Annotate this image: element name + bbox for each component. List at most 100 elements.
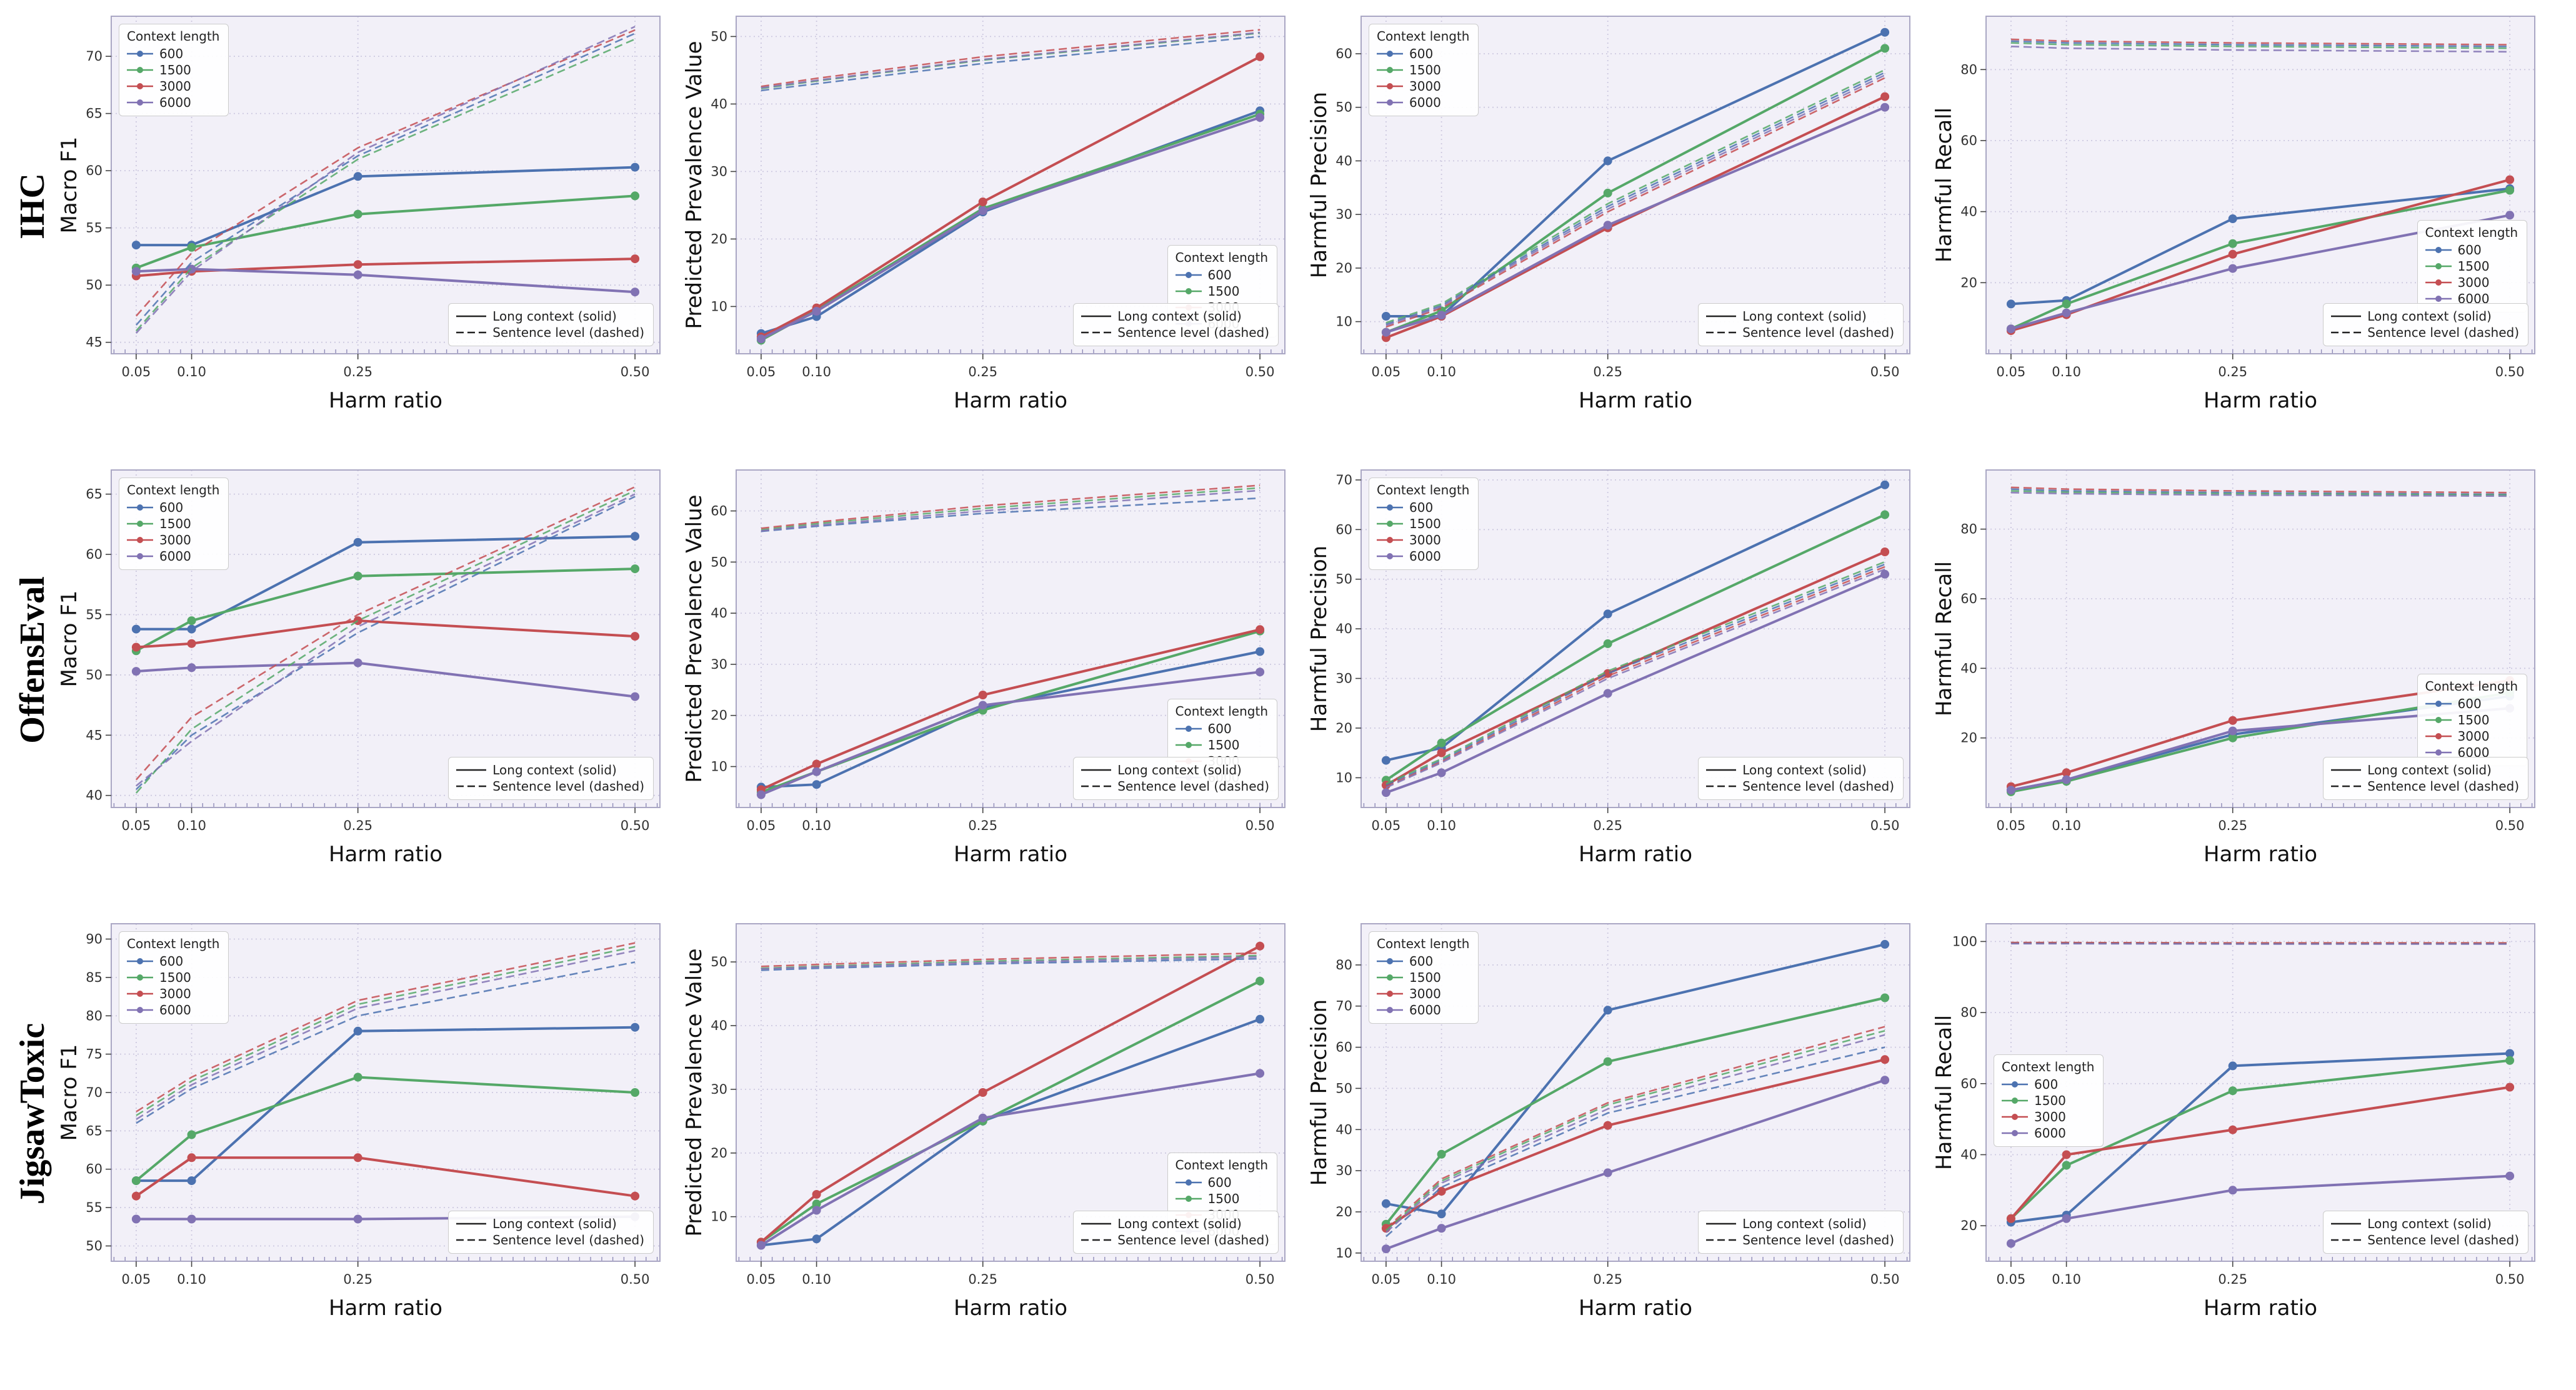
x-tick-label: 0.05 xyxy=(747,1272,776,1287)
legend-item-1500: 1500 xyxy=(126,62,219,78)
y-tick-label: 20 xyxy=(711,708,727,723)
legend-item-3000: 3000 xyxy=(2424,274,2518,291)
legend-label-style-0: Long context (solid) xyxy=(1117,308,1242,324)
legend-swatch-600-icon xyxy=(1377,504,1403,511)
series-marker-6000 xyxy=(1381,1244,1390,1254)
chart-offenseval-macro-f1: 0.05 0.10 0.25 0.50 40 45 50 55 60 65 Harm ratio Ma… xyxy=(59,460,684,910)
series-marker-1500 xyxy=(2062,1161,2071,1170)
line-style-legend: Long context (solid) Sentence level (dash… xyxy=(2323,303,2529,346)
plot-svg: 0.05 0.10 0.25 0.50 10 20 30 40 50 60 Harm ratio Ha… xyxy=(1309,16,1910,413)
series-line-600-dashed xyxy=(1385,1046,1885,1238)
dashed-line-swatch-icon xyxy=(2331,785,2362,788)
plot-spine xyxy=(111,469,661,808)
context-legend-title: Context length xyxy=(2425,225,2518,240)
legend-swatch-1500-icon xyxy=(127,67,153,73)
series-marker-1500 xyxy=(187,242,196,252)
legend-label-1500: 1500 xyxy=(159,516,191,531)
legend-item-1500: 1500 xyxy=(126,516,219,532)
legend-swatch-3000-icon xyxy=(127,83,153,89)
x-axis-label: Harm ratio xyxy=(954,842,1067,867)
legend-label-1500: 1500 xyxy=(159,62,191,78)
y-tick-label: 70 xyxy=(86,1085,102,1100)
legend-swatch-600-icon xyxy=(2425,247,2452,253)
series-line-3000-dashed xyxy=(2010,38,2510,46)
x-tick-label: 0.25 xyxy=(2218,364,2247,379)
series-line-600-solid xyxy=(136,535,636,631)
y-tick-label: 50 xyxy=(711,954,727,969)
chart-ihc-predicted-prevalence: 0.05 0.10 0.25 0.50 10 20 30 40 50 Harm ratio Pred… xyxy=(684,6,1309,456)
legend-item-600: 600 xyxy=(2000,1076,2094,1092)
legend-swatch-6000-icon xyxy=(2002,1130,2028,1136)
y-tick-label: 30 xyxy=(1335,671,1352,686)
series-line-6000-dashed xyxy=(1385,1034,1885,1233)
series-marker-3000 xyxy=(978,691,987,699)
y-tick-label: 30 xyxy=(711,657,727,672)
x-tick-label: 0.10 xyxy=(177,364,206,379)
legend-label-3000: 3000 xyxy=(1409,986,1441,1001)
series-marker-6000 xyxy=(1256,668,1265,677)
y-axis-label: Harmful Precision xyxy=(1309,92,1332,278)
series-line-3000-dashed xyxy=(2010,941,2510,944)
series-line-1500-dashed xyxy=(761,487,1261,531)
series-marker-600 xyxy=(1603,609,1612,619)
legend-item-600: 600 xyxy=(1375,953,1469,969)
series-marker-6000 xyxy=(812,767,821,776)
plot-spine xyxy=(1985,16,2535,354)
series-line-600-solid xyxy=(761,1018,1261,1247)
series-marker-3000 xyxy=(1603,1121,1612,1130)
series-marker-1500 xyxy=(2505,186,2515,195)
legend-swatch-600-icon xyxy=(2002,1081,2028,1088)
x-tick-label: 0.25 xyxy=(1593,364,1622,379)
chart-offenseval-predicted-prevalence: 0.05 0.10 0.25 0.50 10 20 30 40 50 60 Harm ratio Pr… xyxy=(684,460,1309,910)
y-tick-label: 80 xyxy=(86,1008,102,1023)
solid-line-swatch-icon xyxy=(456,1222,487,1225)
legend-swatch-3000-icon xyxy=(2425,279,2452,286)
series-line-3000-solid xyxy=(1385,1058,1885,1229)
legend-item-long-context: Long context (solid) xyxy=(1080,1216,1269,1232)
x-tick-label: 0.50 xyxy=(1870,1272,1900,1287)
series-marker-600 xyxy=(812,1234,821,1244)
figure-row-ihc: IHC 0.05 0.10 0.25 0.50 45 50 55 60 65 70 Harm rat… xyxy=(6,6,2576,460)
legend-label-style-1: Sentence level (dashed) xyxy=(1742,1232,1894,1248)
y-tick-label: 60 xyxy=(1335,1040,1352,1055)
plot-spine xyxy=(1360,16,1910,354)
y-tick-label: 70 xyxy=(1335,999,1352,1014)
plot-svg: 0.05 0.10 0.25 0.50 50 55 60 65 70 75 80 85 90 Harm r… xyxy=(59,923,661,1321)
y-axis-label: Predicted Prevalence Value xyxy=(684,41,707,329)
series-marker-1500 xyxy=(353,571,362,581)
series-line-6000-dashed xyxy=(1385,74,1885,326)
series-marker-600 xyxy=(131,624,141,634)
series-line-3000-solid xyxy=(761,628,1261,791)
series-line-1500-solid xyxy=(2010,1059,2510,1220)
x-tick-label: 0.05 xyxy=(1372,818,1401,833)
x-tick-label: 0.05 xyxy=(122,364,151,379)
series-marker-1500 xyxy=(631,1088,640,1097)
legend-item-1500: 1500 xyxy=(1375,969,1469,986)
series-marker-1500 xyxy=(631,564,640,574)
series-line-6000-solid xyxy=(136,268,636,294)
series-line-6000-dashed xyxy=(2010,491,2510,498)
series-marker-6000 xyxy=(812,1206,821,1215)
dashed-line-swatch-icon xyxy=(456,331,487,334)
series-marker-6000 xyxy=(2006,786,2015,795)
legend-label-1500: 1500 xyxy=(1207,737,1240,752)
legend-swatch-6000-icon xyxy=(1377,99,1403,106)
series-line-3000-dashed xyxy=(1385,566,1885,788)
legend-label-600: 600 xyxy=(1409,953,1434,969)
series-marker-1500 xyxy=(2228,239,2237,248)
y-axis-label: Predicted Prevalence Value xyxy=(684,948,707,1236)
context-legend-title: Context length xyxy=(1175,250,1268,265)
series-marker-600 xyxy=(1880,28,1890,37)
legend-item-long-context: Long context (solid) xyxy=(2330,308,2519,324)
legend-item-sentence-level: Sentence level (dashed) xyxy=(1080,1232,1269,1248)
series-marker-3000 xyxy=(1880,92,1890,101)
context-legend-title: Context length xyxy=(1377,29,1470,44)
series-marker-600 xyxy=(2228,214,2237,223)
legend-item-sentence-level: Sentence level (dashed) xyxy=(2330,1232,2519,1248)
legend-item-6000: 6000 xyxy=(126,94,219,111)
solid-line-swatch-icon xyxy=(1081,315,1112,318)
series-marker-3000 xyxy=(812,1190,821,1199)
plot-spine xyxy=(736,469,1286,808)
series-marker-1500 xyxy=(1256,976,1265,986)
